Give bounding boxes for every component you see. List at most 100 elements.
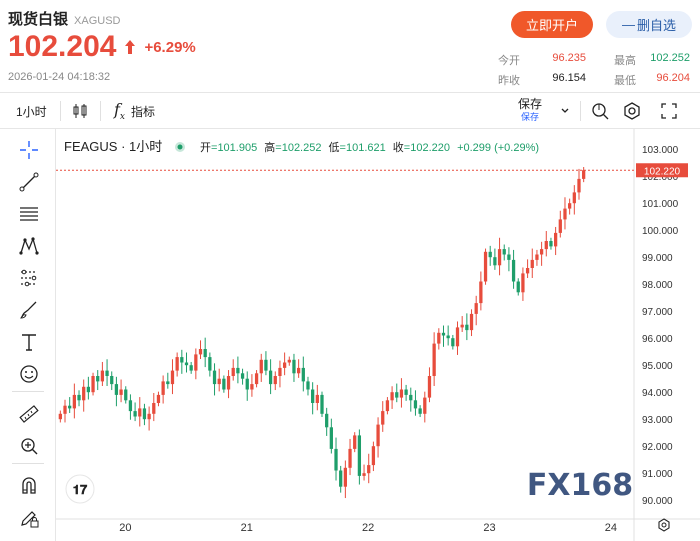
lock-drawing-tool[interactable]: [16, 505, 42, 531]
candle-body: [507, 254, 511, 260]
candle-body: [362, 473, 366, 476]
change-percent: +6.29%: [144, 38, 196, 56]
candle-body: [320, 394, 324, 414]
candle-body: [441, 332, 446, 336]
candle-body: [100, 370, 105, 382]
y-tick-label: 93.000: [642, 415, 673, 426]
smiley-icon: [20, 365, 38, 383]
tools-divider: [12, 391, 44, 392]
candle-body: [156, 394, 161, 403]
candle-body: [147, 413, 151, 420]
candle-body: [367, 465, 371, 474]
candle-body: [399, 389, 404, 398]
candle-body: [273, 376, 277, 385]
candle-body: [376, 424, 380, 447]
candle-body: [254, 373, 259, 385]
y-tick-label: 96.000: [642, 334, 673, 345]
y-tick-label: 90.000: [642, 496, 673, 507]
save-button[interactable]: 保存 保存: [510, 97, 550, 125]
measure-tool[interactable]: [16, 401, 42, 427]
candle-body: [96, 376, 100, 382]
forecast-icon: [21, 269, 37, 287]
candle-body: [497, 249, 502, 266]
crosshair-icon: [20, 141, 38, 159]
candle-body: [479, 281, 483, 304]
trendline-icon: [19, 172, 39, 192]
interval-selector[interactable]: 1小时: [16, 104, 47, 119]
y-tick-label: 97.000: [642, 307, 673, 318]
fx-icon: fx: [114, 99, 125, 123]
candle-body: [455, 327, 460, 347]
candle-body: [184, 362, 189, 366]
candle-body: [161, 381, 165, 395]
save-label: 保存: [517, 97, 542, 111]
y-tick-label: 98.000: [642, 280, 673, 291]
prediction-tool[interactable]: [16, 265, 42, 291]
x-tick-label: 23: [483, 522, 495, 534]
candle-body: [68, 405, 72, 409]
drawing-toolbar: [0, 129, 56, 541]
open-account-button[interactable]: 立即开户: [511, 11, 593, 38]
candle-body: [427, 376, 432, 398]
y-tick-label: 99.000: [642, 253, 673, 264]
crosshair-tool[interactable]: [16, 137, 42, 163]
candle-body: [348, 448, 352, 468]
stat-high-value: 102.252: [650, 52, 690, 64]
text-tool[interactable]: [16, 329, 42, 355]
candle-body: [353, 435, 357, 449]
candle-body: [451, 338, 455, 347]
candle-body: [282, 362, 287, 368]
candle-body: [446, 335, 450, 339]
candlestick-chart[interactable]: FX168 103.000 102.000 101.000 100.000 99.000…: [0, 93, 700, 541]
pattern-tool[interactable]: [16, 233, 42, 259]
trendline-tool[interactable]: [16, 169, 42, 195]
candle-body: [423, 397, 427, 414]
quick-search-button[interactable]: [590, 93, 610, 129]
candle-body: [539, 249, 544, 255]
emoji-tool[interactable]: [16, 361, 42, 387]
fullscreen-button[interactable]: [660, 93, 678, 129]
legend-symbol: FEAGUS · 1小时: [64, 139, 162, 154]
candle-body: [465, 324, 469, 331]
instrument-title: 现货白银: [8, 11, 69, 28]
zoom-tool[interactable]: [16, 433, 42, 459]
minus-icon: —: [621, 17, 635, 32]
candle-body: [152, 403, 156, 414]
y-tick-label: 91.000: [642, 469, 673, 480]
candle-body: [469, 313, 474, 331]
candle-body: [128, 400, 133, 412]
fullscreen-icon: [661, 103, 677, 119]
last-price-tag-label: 102.220: [644, 166, 681, 177]
tradingview-logo[interactable]: 𝟏𝟕: [65, 474, 95, 504]
candle-body: [343, 467, 347, 487]
remove-watchlist-button[interactable]: — 删自选: [606, 11, 692, 38]
candle-body: [245, 378, 249, 390]
chart-toolbar: 1小时 fx 指标 保存 保存: [0, 93, 700, 129]
fib-tool[interactable]: [16, 201, 42, 227]
last-price-tag: [636, 163, 688, 178]
stat-low-label: 最低: [614, 75, 636, 87]
brush-tool[interactable]: [16, 297, 42, 323]
settings-button[interactable]: [622, 93, 642, 129]
title-row: 现货白银 XAGUSD: [8, 8, 120, 29]
stat-prev-close-value: 96.154: [552, 72, 586, 84]
candle-body: [395, 392, 399, 398]
candle-body: [142, 408, 147, 420]
candle-body: [292, 359, 296, 374]
candle-body: [72, 394, 76, 409]
stat-open-value: 96.235: [552, 52, 586, 64]
candle-body: [488, 251, 492, 258]
y-tick-label: 100.000: [642, 226, 679, 237]
candle-body: [553, 232, 558, 247]
magnet-tool[interactable]: [16, 473, 42, 499]
indicators-button[interactable]: fx 指标: [114, 93, 155, 129]
candle-type-button[interactable]: [72, 93, 88, 129]
candle-body: [493, 257, 497, 266]
save-dropdown[interactable]: [560, 93, 570, 129]
y-tick-label: 92.000: [642, 442, 673, 453]
candles-icon: [73, 104, 87, 118]
x-tick-label: 21: [241, 522, 253, 534]
candle-body: [297, 367, 301, 374]
axis-settings-button[interactable]: [658, 518, 670, 532]
candle-body: [381, 411, 385, 425]
